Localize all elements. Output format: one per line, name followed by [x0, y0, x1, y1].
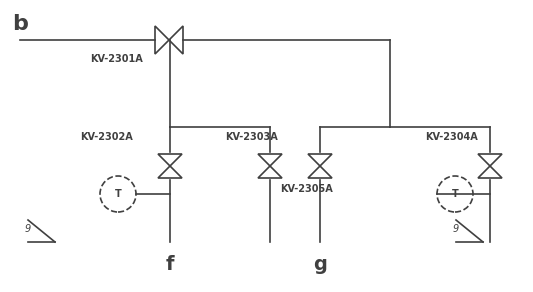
Text: 9: 9	[453, 224, 459, 234]
Text: KV-2301A: KV-2301A	[90, 54, 143, 64]
Text: g: g	[313, 255, 327, 274]
Text: T: T	[115, 189, 122, 199]
Text: KV-2304A: KV-2304A	[425, 132, 478, 142]
Text: KV-2303A: KV-2303A	[225, 132, 278, 142]
Text: KV-2305A: KV-2305A	[280, 184, 333, 194]
Text: T: T	[451, 189, 458, 199]
Text: f: f	[166, 255, 174, 274]
Text: KV-2302A: KV-2302A	[80, 132, 133, 142]
Text: 9: 9	[25, 224, 31, 234]
Text: b: b	[12, 14, 28, 34]
